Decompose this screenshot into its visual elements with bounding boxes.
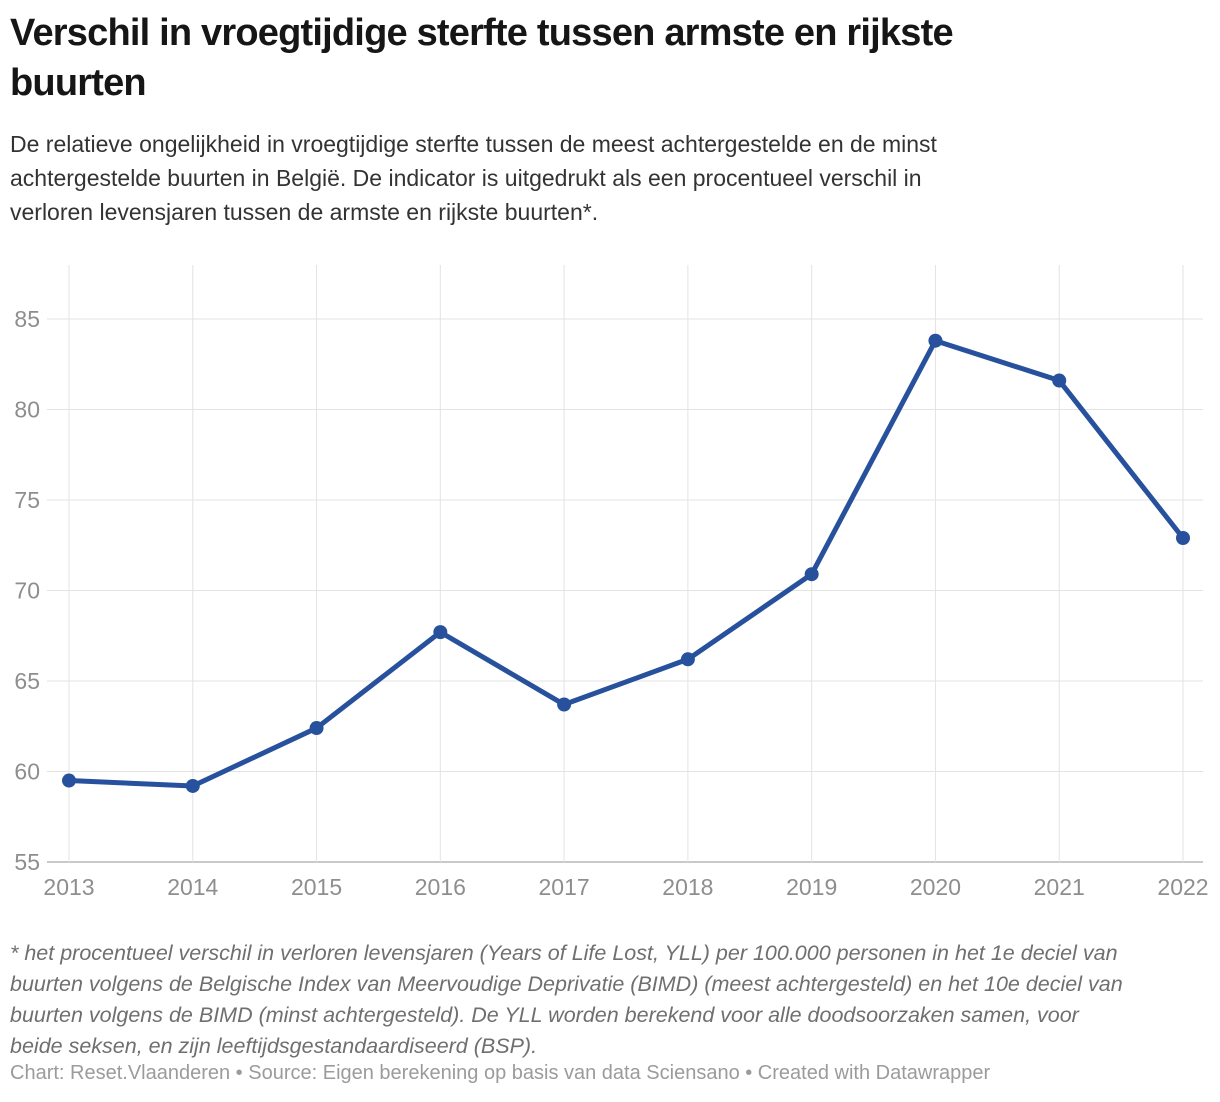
x-tick-label: 2022 bbox=[1157, 874, 1208, 900]
data-point[interactable] bbox=[433, 625, 448, 640]
chart-credit: Chart: Reset.Vlaanderen • Source: Eigen … bbox=[10, 1062, 991, 1084]
data-point[interactable] bbox=[557, 697, 572, 712]
x-tick-label: 2015 bbox=[291, 874, 342, 900]
chart-subtitle: De relatieve ongelijkheid in vroegtijdig… bbox=[10, 127, 1215, 229]
y-tick-label: 70 bbox=[14, 578, 40, 604]
x-tick-label: 2013 bbox=[43, 874, 94, 900]
y-tick-label: 55 bbox=[14, 849, 40, 875]
y-tick-label: 80 bbox=[14, 397, 40, 423]
y-tick-label: 85 bbox=[14, 306, 40, 332]
chart-subtitle-line-1: De relatieve ongelijkheid in vroegtijdig… bbox=[10, 131, 937, 157]
chart-title-line-2: buurten bbox=[10, 62, 147, 104]
chart-footnote-line-1: * het procentueel verschil in verloren l… bbox=[10, 941, 1118, 965]
x-tick-label: 2020 bbox=[910, 874, 961, 900]
chart-footnote-line-3: buurten volgens de BIMD (minst achterges… bbox=[10, 1003, 1079, 1027]
x-tick-label: 2017 bbox=[539, 874, 590, 900]
chart-subtitle-line-3: verloren levensjaren tussen de armste en… bbox=[10, 199, 599, 225]
data-point[interactable] bbox=[804, 567, 819, 582]
data-line bbox=[66, 338, 1186, 789]
x-tick-label: 2014 bbox=[167, 874, 218, 900]
x-tick-label: 2018 bbox=[662, 874, 713, 900]
data-point[interactable] bbox=[928, 333, 943, 348]
data-point[interactable] bbox=[680, 652, 695, 667]
data-point[interactable] bbox=[309, 721, 324, 736]
chart-subtitle-line-2: achtergestelde buurten in België. De ind… bbox=[10, 165, 922, 191]
y-tick-label: 60 bbox=[14, 759, 40, 785]
y-tick-label: 75 bbox=[14, 487, 40, 513]
chart-footnote-line-2: buurten volgens de Belgische Index van M… bbox=[10, 972, 1123, 996]
chart-footnote-line-4: beide seksen, en zijn leeftijdsgestandaa… bbox=[10, 1034, 538, 1058]
x-tick-label: 2016 bbox=[415, 874, 466, 900]
x-tick-label: 2021 bbox=[1034, 874, 1085, 900]
data-point[interactable] bbox=[185, 778, 200, 793]
x-tick-label: 2019 bbox=[786, 874, 837, 900]
chart-title-line-1: Verschil in vroegtijdige sterfte tussen … bbox=[10, 12, 954, 54]
data-point[interactable] bbox=[1052, 373, 1067, 388]
chart-footnote: * het procentueel verschil in verloren l… bbox=[10, 938, 1215, 1062]
y-tick-label: 65 bbox=[14, 668, 40, 694]
data-point[interactable] bbox=[1176, 531, 1190, 546]
chart-title: Verschil in vroegtijdige sterfte tussen … bbox=[10, 8, 1215, 108]
line-chart: 55 60 65 70 75 80 85 2013 2014 2015 2016 2017 2018 20… bbox=[14, 265, 1209, 900]
data-point[interactable] bbox=[62, 773, 76, 788]
